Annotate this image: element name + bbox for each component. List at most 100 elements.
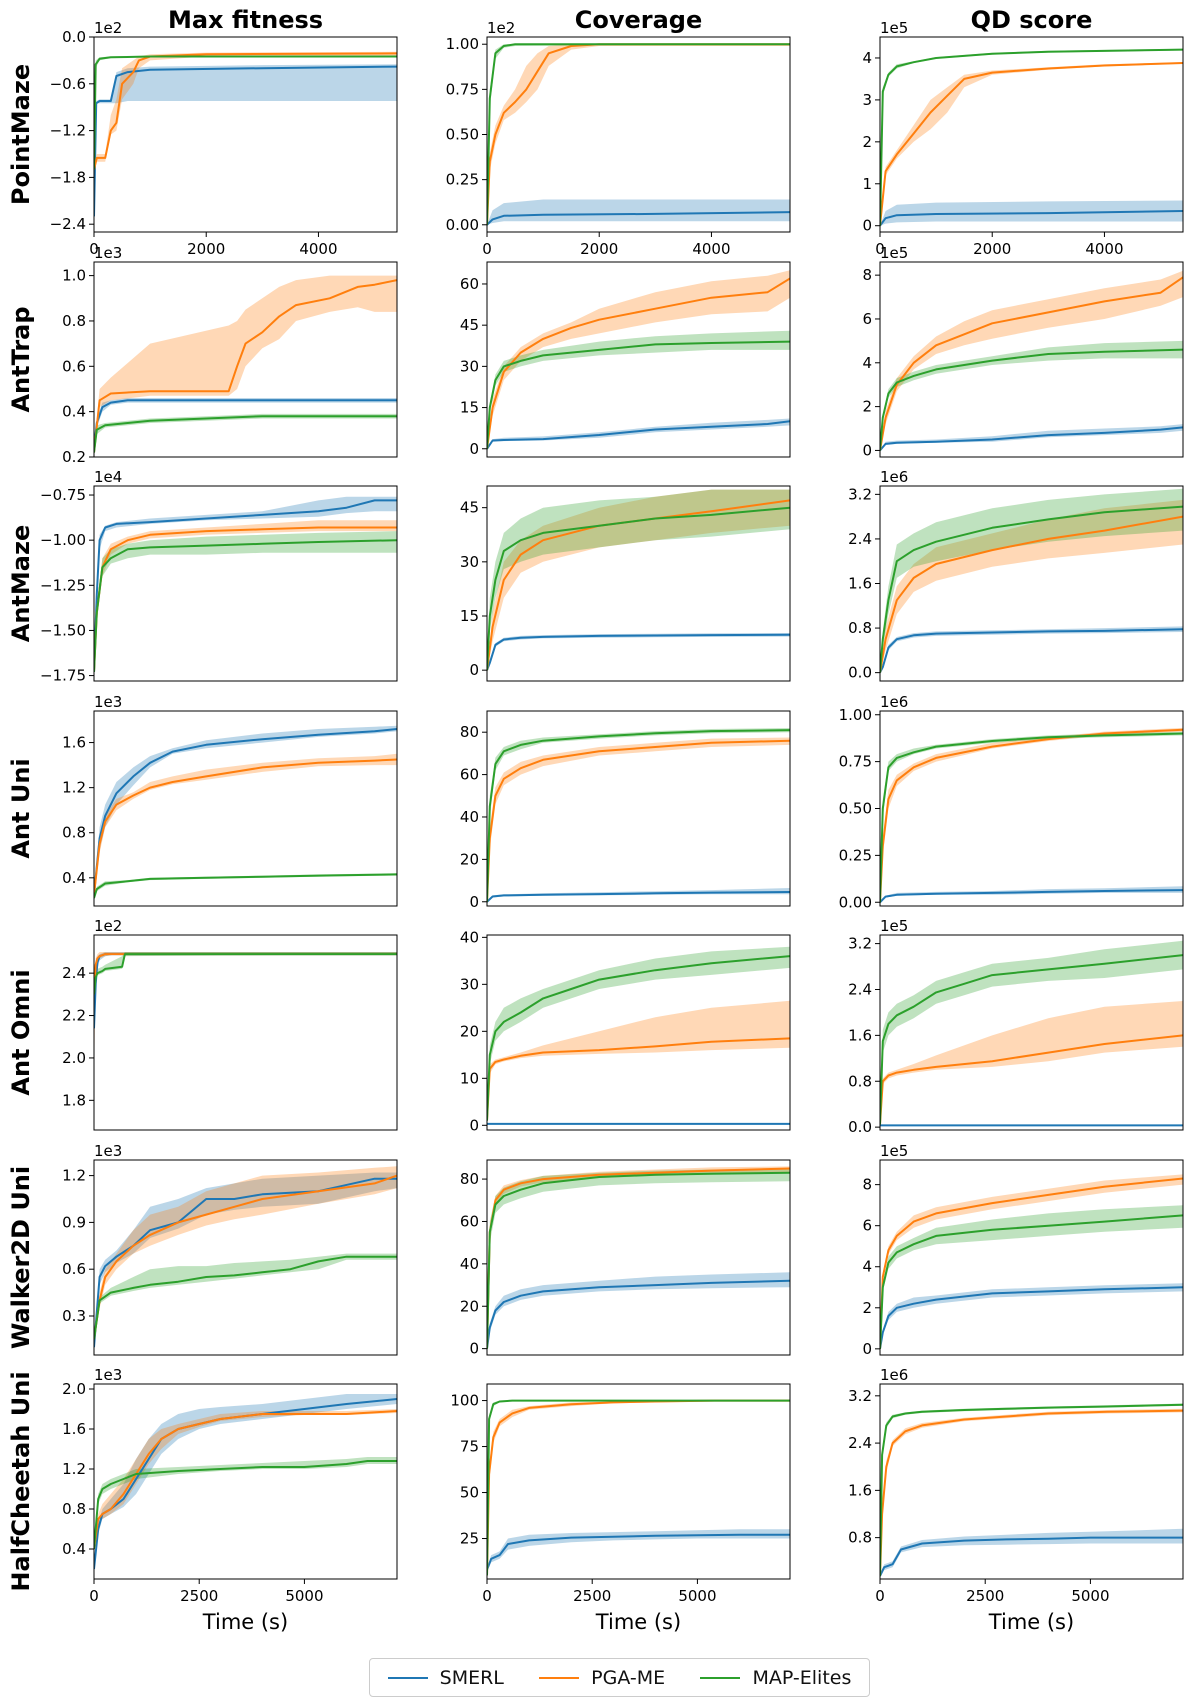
axis-multiplier: 1e3 [94, 1142, 122, 1160]
series-line-pga-me [487, 43, 790, 225]
band-map-elites [94, 952, 397, 999]
band-map-elites [880, 340, 1183, 451]
series-line-smerl [487, 420, 790, 450]
band-pga-me [487, 44, 790, 225]
y-tick-label: 10 [460, 1069, 479, 1087]
y-tick-label: 2.2 [62, 1007, 86, 1025]
band-pga-me [94, 952, 397, 1080]
plot-area [880, 488, 1183, 674]
series-line-map-elites [94, 1255, 397, 1340]
band-map-elites [94, 531, 397, 676]
plot-area [880, 270, 1183, 452]
y-tick-label: 0.50 [446, 126, 479, 144]
y-tick-label: 0 [469, 1340, 479, 1358]
y-tick-label: −2.4 [50, 215, 86, 233]
legend-swatch-smerl [387, 1676, 428, 1679]
series-line-map-elites [94, 415, 397, 453]
legend-item-smerl: SMERL [387, 1667, 504, 1689]
band-pga-me [880, 727, 1183, 903]
axis-multiplier: 1e3 [94, 693, 122, 711]
y-tick-label: 0.8 [848, 1072, 872, 1090]
band-smerl [487, 1529, 790, 1572]
y-tick-label: 0.0 [62, 28, 86, 46]
y-tick-label: 60 [460, 1212, 479, 1230]
plot-area [880, 48, 1183, 227]
axis-multiplier: 1e2 [94, 19, 122, 37]
axis-multiplier: 1e6 [880, 693, 908, 711]
plot-area [94, 1166, 397, 1351]
y-tick-label: 0.6 [62, 1260, 86, 1278]
x-axis-label: Time (s) [595, 1610, 681, 1634]
plot-area [880, 1403, 1183, 1578]
x-tick-label: 2500 [966, 1587, 1004, 1605]
y-tick-label: 2.0 [62, 1380, 86, 1398]
y-tick-label: 0.75 [446, 80, 479, 98]
plot-area [880, 727, 1183, 904]
series-line-pga-me [94, 1410, 397, 1550]
panel-halfcheetah-uni-qd-score: 0.8 1.6 2.4 3.2 0 2500 5000 1e6 [848, 1366, 1184, 1605]
band-pga-me [880, 499, 1183, 673]
band-smerl [487, 418, 790, 449]
y-tick-label: 60 [460, 275, 479, 293]
plot-area [94, 275, 397, 457]
y-tick-label: 15 [460, 607, 479, 625]
y-tick-label: 2.4 [848, 1434, 872, 1452]
y-tick-label: 0.25 [839, 846, 872, 864]
y-tick-label: 0 [862, 441, 872, 459]
y-tick-label: 1.2 [62, 779, 86, 797]
axes-frame [93, 36, 398, 233]
x-tick-label: 0 [875, 240, 885, 258]
series-line-smerl [880, 1286, 1183, 1349]
band-smerl [94, 1172, 397, 1351]
y-tick-label: 60 [460, 766, 479, 784]
y-tick-label: 2 [862, 133, 872, 151]
series-line-smerl [880, 210, 1183, 227]
legend-swatch-map-elites [700, 1676, 741, 1679]
y-tick-label: 3 [862, 91, 872, 109]
band-map-elites [487, 489, 790, 671]
x-axis-label: Time (s) [202, 1610, 288, 1634]
y-tick-label: 4 [862, 1258, 872, 1276]
axes-frame [93, 1383, 398, 1580]
y-tick-label: 0.8 [62, 824, 86, 842]
y-tick-label: 20 [460, 1022, 479, 1040]
series-line-map-elites [880, 1214, 1183, 1349]
series-line-map-elites [487, 955, 790, 1121]
axes-frame [93, 485, 398, 682]
y-tick-label: 80 [460, 1170, 479, 1188]
series-line-pga-me [487, 1037, 790, 1121]
series-line-smerl [94, 953, 397, 1029]
band-map-elites [94, 873, 397, 901]
band-map-elites [880, 48, 1183, 226]
x-tick-label: 2500 [180, 1587, 218, 1605]
series-line-pga-me [487, 499, 790, 671]
y-tick-label: 0 [469, 661, 479, 679]
series-line-smerl [487, 1533, 790, 1571]
series-line-pga-me [94, 953, 397, 995]
axis-multiplier: 1e3 [94, 244, 122, 262]
column-title-coverage: Coverage [575, 6, 703, 34]
series-line-pga-me [487, 277, 790, 449]
plot-area [880, 1174, 1183, 1349]
x-tick-label: 2000 [187, 240, 225, 258]
plot-area [94, 51, 397, 217]
series-line-map-elites [880, 1403, 1183, 1577]
y-tick-label: 3.2 [848, 485, 872, 503]
y-tick-label: 30 [460, 357, 479, 375]
panel-anttrap-coverage: 0 15 30 45 60 [460, 261, 791, 458]
y-tick-label: −1.75 [40, 667, 86, 685]
y-tick-label: 0.6 [62, 357, 86, 375]
y-tick-label: 2.4 [848, 980, 872, 998]
band-pga-me [880, 1408, 1183, 1578]
band-pga-me [487, 270, 790, 449]
band-smerl [94, 398, 397, 453]
series-line-map-elites [880, 954, 1183, 1125]
y-tick-label: 0 [469, 893, 479, 911]
series-line-pga-me [94, 1174, 397, 1340]
series-line-pga-me [880, 515, 1183, 673]
series-line-smerl [880, 1536, 1183, 1577]
series-line-smerl [880, 628, 1183, 674]
panel-antmaze-qd-score: 0.0 0.8 1.6 2.4 3.2 1e6 [848, 468, 1184, 682]
y-tick-label: 0.0 [848, 1118, 872, 1136]
